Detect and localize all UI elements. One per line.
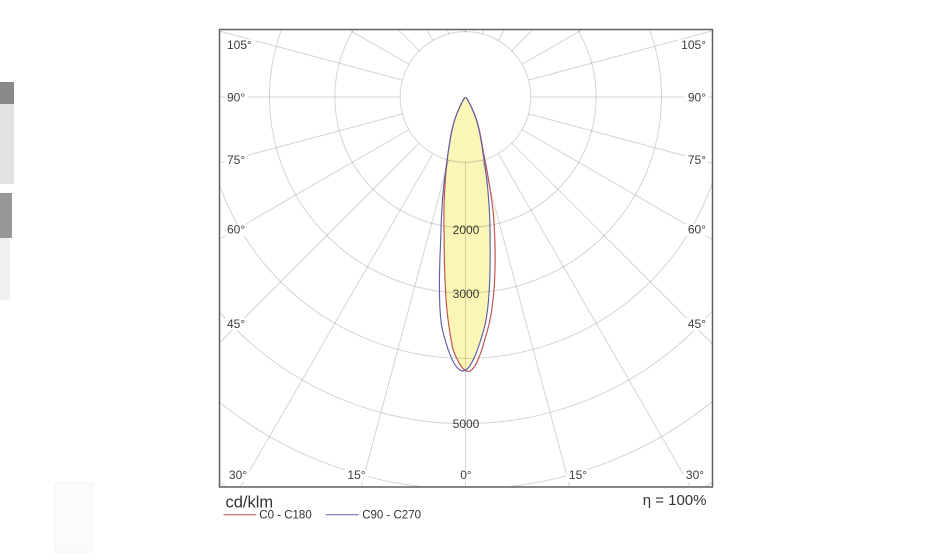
- svg-text:η = 100%: η = 100%: [643, 492, 707, 509]
- svg-text:75°: 75°: [688, 153, 706, 167]
- svg-text:15°: 15°: [569, 468, 587, 482]
- svg-text:45°: 45°: [227, 317, 245, 331]
- svg-text:cd/klm: cd/klm: [226, 494, 274, 512]
- svg-text:105°: 105°: [227, 38, 252, 52]
- svg-text:30°: 30°: [686, 468, 704, 482]
- svg-text:105°: 105°: [681, 38, 706, 52]
- svg-text:C0 - C180: C0 - C180: [259, 510, 311, 522]
- svg-text:30°: 30°: [229, 468, 247, 482]
- svg-text:C90 - C270: C90 - C270: [362, 510, 421, 522]
- svg-text:15°: 15°: [347, 468, 365, 482]
- svg-text:3000: 3000: [453, 287, 480, 301]
- svg-text:5000: 5000: [453, 417, 480, 431]
- svg-text:75°: 75°: [227, 153, 245, 167]
- svg-text:60°: 60°: [227, 222, 245, 236]
- svg-text:45°: 45°: [688, 317, 706, 331]
- svg-text:90°: 90°: [227, 90, 245, 104]
- svg-text:2000: 2000: [453, 223, 480, 237]
- svg-text:90°: 90°: [688, 90, 706, 104]
- svg-text:0°: 0°: [460, 468, 472, 482]
- svg-text:60°: 60°: [688, 222, 706, 236]
